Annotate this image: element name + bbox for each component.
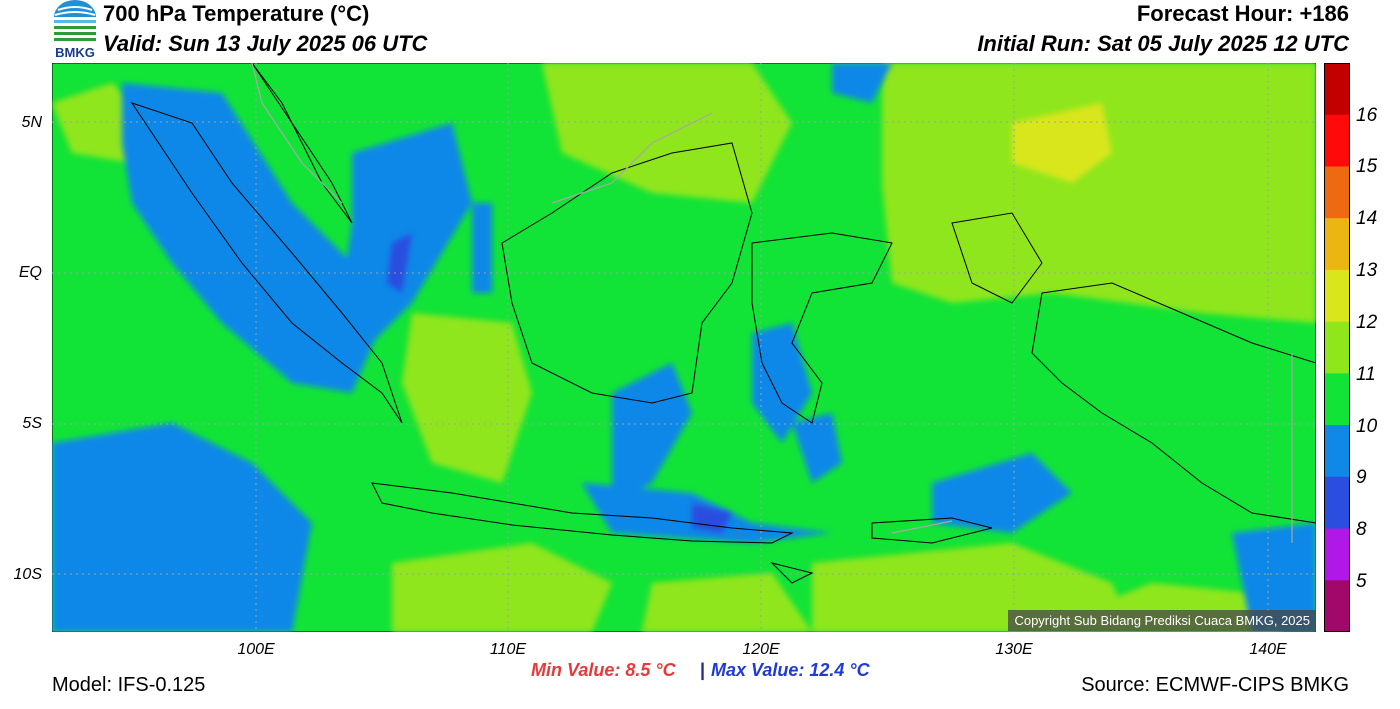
lat-label-eq: EQ — [18, 264, 42, 281]
cool-regions — [52, 63, 1316, 632]
colorbar-segment — [1324, 218, 1350, 271]
svg-text:BMKG: BMKG — [55, 45, 95, 60]
copyright-box: Copyright Sub Bidang Prediksi Cuaca BMKG… — [1008, 610, 1316, 631]
initial-run: Initial Run: Sat 05 July 2025 12 UTC — [977, 31, 1349, 56]
borders — [251, 63, 1293, 543]
temperature-map — [52, 63, 1316, 632]
colorbar-label-9: 9 — [1356, 467, 1367, 488]
colorbar-label-14: 14 — [1356, 208, 1378, 229]
graticule — [52, 63, 1316, 632]
value-separator: | — [700, 660, 706, 680]
lon-label-100e: 100E — [237, 641, 275, 658]
max-value: Max Value: 12.4 °C — [711, 660, 870, 680]
colorbar-segment — [1324, 166, 1350, 219]
bmkg-logo: BMKG — [50, 0, 100, 60]
colorbar-label-13: 13 — [1356, 260, 1378, 281]
lat-label-5s: 5S — [22, 415, 42, 432]
model-label: Model: IFS-0.125 — [52, 674, 206, 696]
min-value: Min Value: 8.5 °C — [531, 660, 676, 680]
cold-cores — [387, 233, 732, 533]
colorbar-segment — [1324, 321, 1350, 374]
lat-label-10s: 10S — [13, 566, 42, 583]
colorbar — [1324, 63, 1350, 632]
colorbar-label-16: 16 — [1356, 105, 1378, 126]
colorbar-segment — [1324, 114, 1350, 167]
lon-label-130e: 130E — [995, 641, 1033, 658]
source-label: Source: ECMWF-CIPS BMKG — [1081, 674, 1349, 696]
colorbar-label-5: 5 — [1356, 571, 1367, 592]
lat-label-5n: 5N — [21, 114, 42, 131]
colorbar-segment — [1324, 63, 1350, 116]
lon-label-110e: 110E — [489, 641, 527, 658]
valid-time: Valid: Sun 13 July 2025 06 UTC — [103, 31, 428, 56]
page-title: 700 hPa Temperature (°C) — [103, 1, 370, 26]
colorbar-label-11: 11 — [1356, 364, 1376, 385]
colorbar-label-10: 10 — [1356, 416, 1378, 437]
lon-label-140e: 140E — [1249, 641, 1287, 658]
colorbar-label-15: 15 — [1356, 156, 1378, 177]
colorbar-segment — [1324, 373, 1350, 426]
lon-label-120e: 120E — [742, 641, 780, 658]
colorbar-segment — [1324, 580, 1350, 632]
colorbar-label-12: 12 — [1356, 312, 1378, 333]
warm-spot — [1012, 103, 1112, 183]
colorbar-label-8: 8 — [1356, 519, 1367, 540]
colorbar-segment — [1324, 476, 1350, 530]
coastlines — [130, 63, 1316, 584]
colorbar-segment — [1324, 425, 1350, 478]
colorbar-segment — [1324, 528, 1350, 581]
colorbar-segment — [1324, 269, 1350, 323]
forecast-hour: Forecast Hour: +186 — [1136, 1, 1349, 26]
